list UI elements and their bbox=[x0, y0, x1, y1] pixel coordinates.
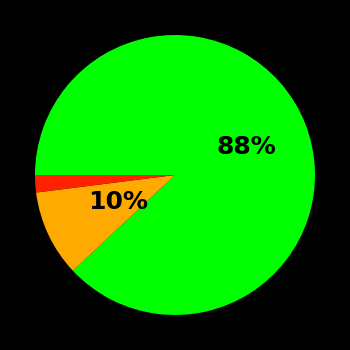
Wedge shape bbox=[35, 35, 315, 315]
Wedge shape bbox=[36, 175, 175, 271]
Text: 88%: 88% bbox=[217, 135, 276, 159]
Wedge shape bbox=[35, 175, 175, 192]
Text: 10%: 10% bbox=[88, 190, 148, 214]
